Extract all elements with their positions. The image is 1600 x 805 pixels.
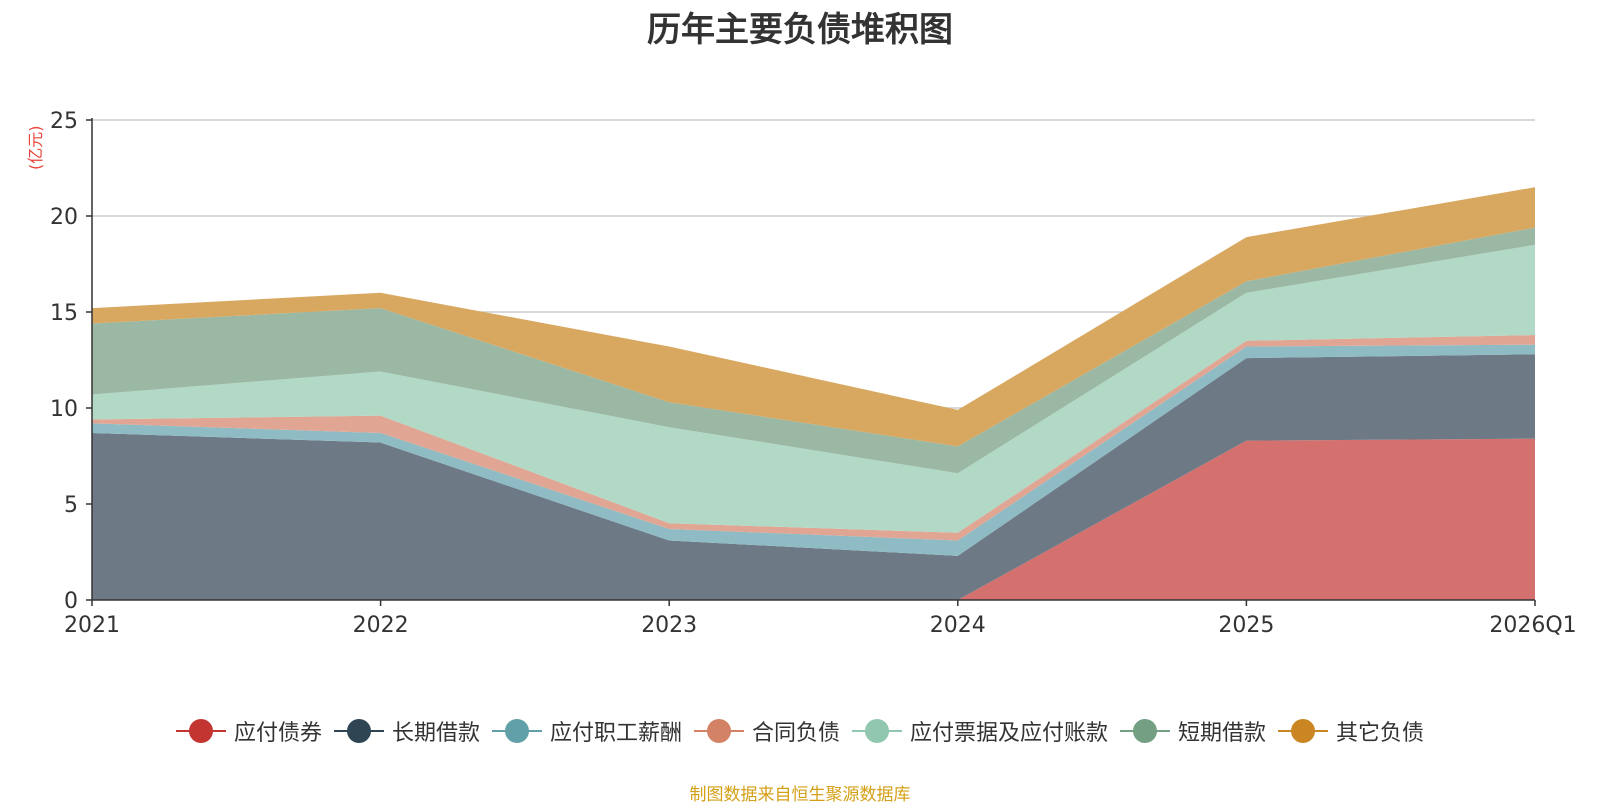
x-tick-label: 2023 (641, 613, 697, 638)
legend-dot (706, 719, 731, 743)
legend-item[interactable]: 应付债券 (175, 715, 322, 747)
area-6 (92, 227, 1535, 474)
legend-label: 合同负债 (751, 721, 840, 746)
legend-item[interactable]: 长期借款 (333, 715, 480, 747)
x-tick-label: 2025 (1218, 613, 1274, 638)
legend-label: 应付职工薪酬 (549, 721, 682, 746)
y-tick-label: 25 (50, 109, 78, 134)
legend-marker-icon (175, 718, 226, 744)
y-tick-label: 5 (64, 493, 78, 518)
legend-dot (188, 719, 213, 743)
legend-item[interactable]: 应付职工薪酬 (491, 715, 682, 747)
legend-label: 应付票据及应付账款 (910, 721, 1109, 746)
area-series (92, 187, 1535, 600)
legend-marker-icon (852, 718, 902, 744)
legend-label: 应付债券 (233, 721, 322, 746)
x-tick-label: 2022 (353, 613, 409, 638)
chart-title: 历年主要负债堆积图 (647, 10, 953, 50)
legend-label: 其它负债 (1336, 721, 1425, 746)
legend-label: 短期借款 (1178, 721, 1267, 746)
y-tick-label: 10 (50, 397, 78, 422)
area-2 (92, 354, 1535, 600)
x-tick-label: 2024 (930, 613, 986, 638)
legend: 应付债券 长期借款 应付职工薪酬 合同负债 应付票据及应付账款 短期借款 其它负债 (0, 715, 1600, 747)
x-tick-label: 2026Q1 (1489, 613, 1576, 638)
y-tick-label: 15 (50, 301, 78, 326)
x-tick-label: 2021 (64, 613, 120, 638)
legend-dot (504, 719, 529, 743)
y-tick-label: 20 (50, 205, 78, 230)
legend-item[interactable]: 短期借款 (1120, 715, 1266, 747)
legend-item[interactable]: 合同负债 (693, 715, 840, 747)
area-1 (92, 438, 1535, 600)
legend-dot (346, 719, 371, 743)
legend-dot (1291, 719, 1316, 743)
area-5 (92, 244, 1535, 533)
area-7 (92, 187, 1535, 447)
data-source-note: 制图数据来自恒生聚源数据库 (689, 785, 911, 805)
y-tick-label: 0 (64, 589, 78, 614)
legend-dot (1133, 719, 1158, 743)
legend-item[interactable]: 应付票据及应付账款 (852, 715, 1108, 747)
legend-marker-icon (693, 718, 744, 744)
legend-marker-icon (1120, 718, 1171, 744)
legend-item[interactable]: 其它负债 (1278, 715, 1424, 747)
legend-marker-icon (491, 718, 542, 744)
legend-marker-icon (1278, 718, 1329, 744)
legend-dot (865, 719, 889, 743)
area-3 (92, 344, 1535, 556)
legend-label: 长期借款 (391, 721, 480, 746)
legend-marker-icon (333, 718, 384, 744)
